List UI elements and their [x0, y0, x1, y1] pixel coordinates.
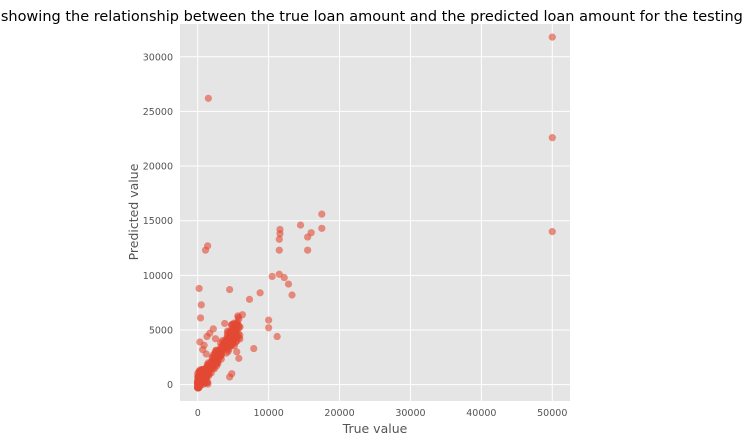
data-points	[194, 33, 556, 392]
data-point	[223, 327, 232, 335]
data-point	[195, 284, 203, 293]
data-point	[235, 333, 243, 342]
y-axis-label: Predicted value	[126, 163, 141, 260]
data-point	[204, 94, 212, 102]
data-point	[201, 246, 210, 254]
data-point	[232, 326, 240, 334]
data-point	[548, 33, 556, 41]
data-point	[225, 342, 233, 351]
y-tick-labels: 0 5000 10000 15000 20000 25000 30000	[143, 52, 173, 391]
data-point	[318, 224, 326, 232]
data-point	[275, 246, 283, 254]
data-point	[209, 325, 217, 333]
data-point	[284, 280, 293, 288]
x-tick-label: 20000	[324, 408, 354, 419]
x-tick-labels: 0 10000 20000 30000 40000 50000	[195, 408, 568, 419]
data-point	[276, 230, 284, 238]
data-point	[273, 332, 281, 341]
data-point	[288, 291, 296, 299]
x-tick-label: 0	[195, 408, 201, 419]
x-axis-label: True value	[342, 421, 408, 436]
y-tick-label: 30000	[143, 52, 173, 63]
data-point	[196, 314, 205, 322]
y-tick-label: 25000	[143, 107, 173, 118]
data-point	[280, 273, 288, 282]
data-point	[202, 350, 210, 358]
data-point	[548, 228, 556, 236]
x-tick-label: 50000	[537, 408, 567, 419]
data-point	[250, 344, 258, 353]
data-point	[265, 316, 273, 324]
data-point	[232, 320, 240, 329]
data-point	[268, 272, 276, 281]
y-tick-label: 0	[167, 380, 173, 391]
grid-lines	[180, 24, 570, 401]
data-point	[228, 370, 236, 378]
plot-area	[180, 24, 570, 401]
data-point	[198, 366, 206, 374]
y-tick-label: 5000	[149, 325, 173, 336]
data-point	[304, 246, 312, 254]
data-point	[256, 289, 264, 297]
data-point	[235, 354, 243, 362]
data-point	[215, 350, 223, 358]
data-point	[226, 285, 234, 294]
data-point	[318, 210, 326, 218]
y-tick-label: 10000	[143, 271, 173, 282]
data-point	[229, 333, 238, 342]
data-point	[548, 134, 556, 142]
y-tick-label: 15000	[143, 216, 173, 227]
data-point	[211, 335, 220, 343]
x-tick-label: 40000	[466, 408, 496, 419]
data-point	[275, 235, 283, 243]
chart-title: Graph showing the relationship between t…	[0, 9, 748, 25]
data-point	[296, 221, 305, 229]
data-point	[221, 319, 229, 328]
data-point	[265, 324, 273, 332]
data-point	[235, 315, 243, 323]
data-point	[199, 380, 207, 388]
y-tick-label: 20000	[143, 162, 173, 173]
data-point	[245, 295, 254, 303]
data-point	[233, 348, 241, 356]
data-point	[304, 233, 312, 241]
data-point	[218, 345, 226, 353]
data-point	[197, 301, 205, 309]
data-point	[195, 372, 203, 381]
x-tick-label: 30000	[395, 408, 425, 419]
x-tick-label: 10000	[254, 408, 284, 419]
